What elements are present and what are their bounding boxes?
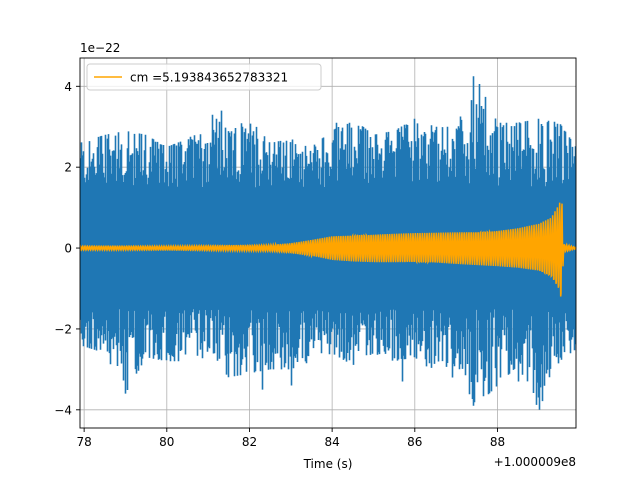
y-tick-label: 4: [64, 80, 72, 94]
series-layer: [80, 76, 576, 410]
legend: cm =5.193843652783321: [86, 63, 322, 91]
x-tick-label: 80: [159, 435, 174, 449]
y-tick-label: −4: [54, 403, 72, 417]
x-offset-label: +1.000009e8: [494, 455, 576, 469]
y-tick-label: 2: [64, 161, 72, 175]
x-tick-label: 84: [324, 435, 339, 449]
y-scale-label: 1e−22: [80, 41, 120, 55]
legend-label: cm =5.193843652783321: [130, 71, 288, 85]
y-tick-label: −2: [54, 322, 72, 336]
x-tick-label: 78: [76, 435, 91, 449]
axes-frame: [79, 57, 577, 429]
x-tick-label: 82: [242, 435, 257, 449]
series-chirp-waveform: [80, 202, 576, 297]
y-tick-label: 0: [64, 242, 72, 256]
x-axis-label: Time (s): [303, 457, 353, 471]
legend-box: [86, 63, 322, 91]
x-tick-label: 86: [407, 435, 422, 449]
axes: 78 80 82 84 86 88 −4 −2 0 2 4: [54, 57, 577, 449]
x-tick-label: 88: [490, 435, 505, 449]
